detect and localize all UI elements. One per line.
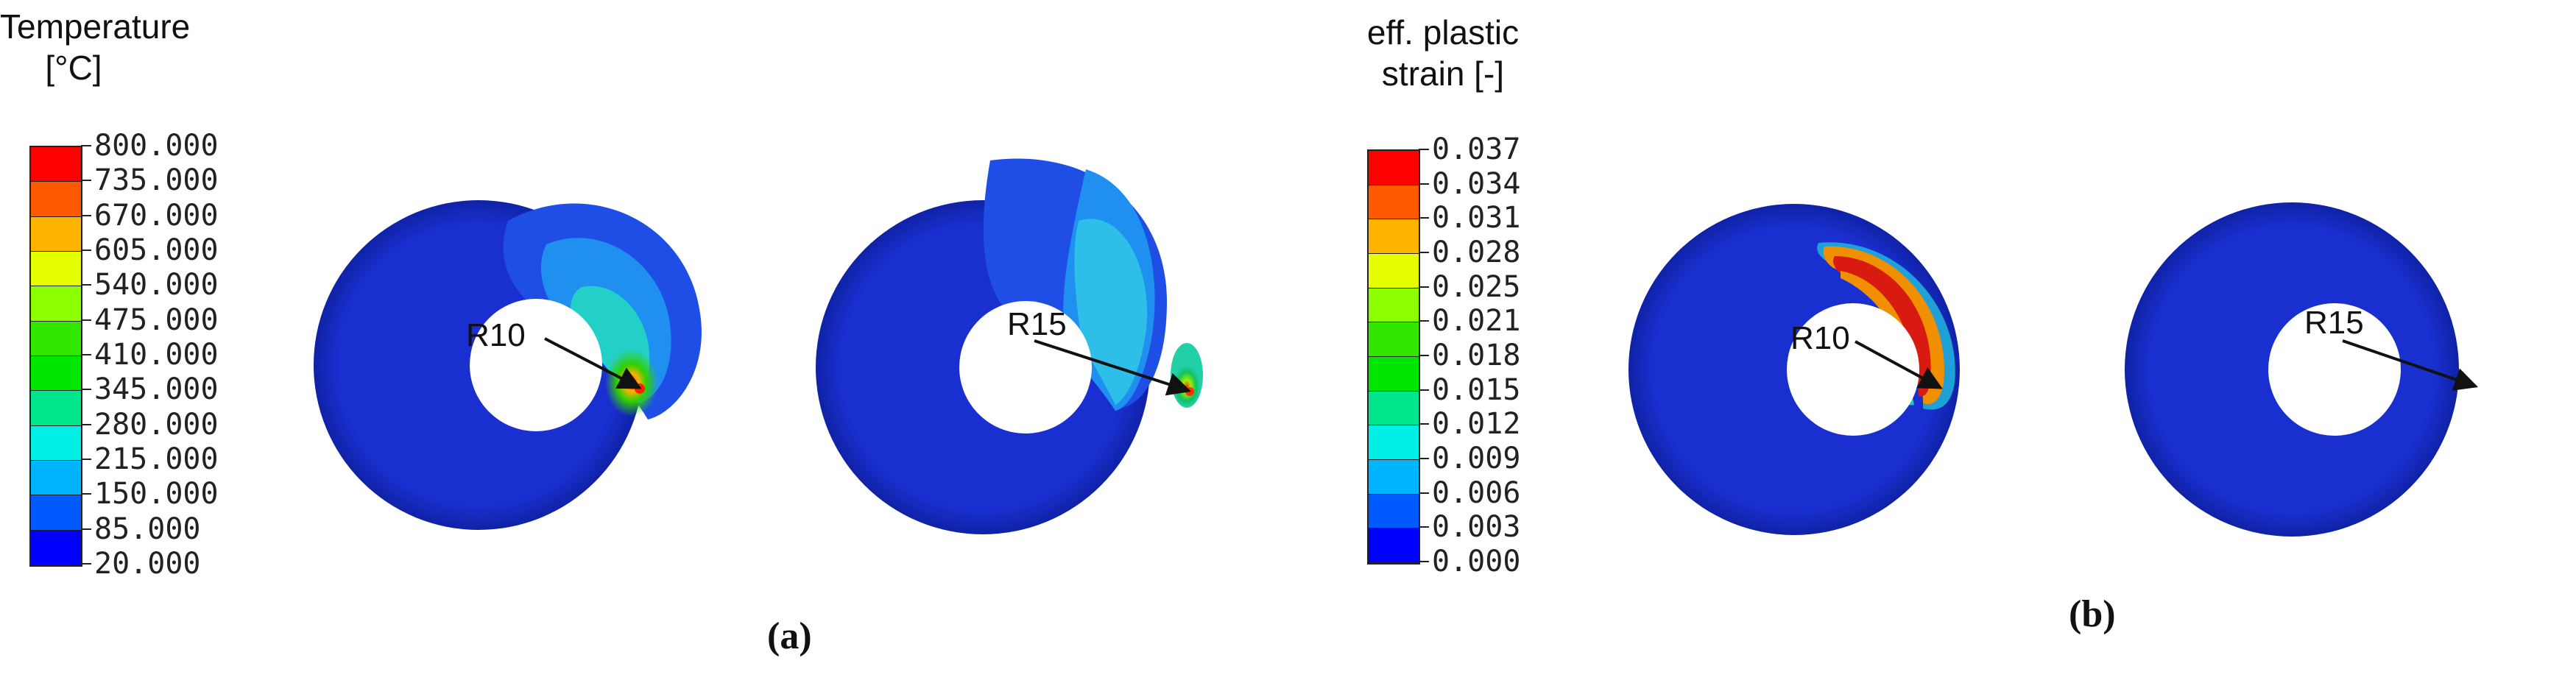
legend-swatch [1369, 185, 1419, 220]
legend-swatch [1369, 425, 1419, 460]
tick-label: 670.000 [94, 198, 219, 233]
radius-label: R15 [1007, 306, 1067, 342]
tick-label: 605.000 [94, 233, 219, 267]
legend-swatch [31, 286, 81, 322]
disk-a-r10: R10 [314, 200, 702, 530]
tick-mark [1419, 355, 1429, 356]
legend-swatch [31, 461, 81, 496]
tick-mark [1419, 492, 1429, 494]
legend-swatch [31, 530, 81, 565]
color-scale-bar [1367, 149, 1420, 565]
tick-label: 0.018 [1432, 339, 1521, 372]
tick-label: 0.021 [1432, 304, 1521, 339]
tick-label: 280.000 [94, 407, 219, 442]
legend-swatch [1369, 357, 1419, 392]
radius-arrow [2342, 339, 2479, 391]
tick-mark [1419, 252, 1429, 253]
legend-swatch [1369, 322, 1419, 357]
tick-mark [81, 284, 91, 286]
legend-swatch [1369, 460, 1419, 495]
legend-swatch [31, 182, 81, 217]
tick-mark [81, 493, 91, 495]
tick-mark [81, 180, 91, 182]
tick-label: 0.034 [1432, 166, 1521, 201]
tick-mark [81, 319, 91, 321]
panel-label-a: (a) [767, 615, 812, 657]
radius-arrow [1034, 339, 1192, 396]
tick-label: 475.000 [94, 302, 219, 337]
tick-label: 540.000 [94, 268, 219, 302]
tick-label: 735.000 [94, 163, 219, 198]
tick-label: 150.000 [94, 477, 219, 512]
tick-mark [1419, 526, 1429, 528]
color-scale-bar [29, 146, 82, 567]
tick-label: 0.012 [1432, 407, 1521, 442]
tick-mark [81, 563, 91, 565]
legend-swatch [1369, 391, 1419, 426]
legend-swatch [1369, 254, 1419, 289]
tick-mark [1419, 183, 1429, 185]
tick-mark [1419, 389, 1429, 391]
tick-label: 0.009 [1432, 442, 1521, 475]
legend-swatch [31, 147, 81, 183]
legend-swatch [1369, 151, 1419, 185]
tick-mark [81, 354, 91, 355]
legend-swatch [31, 495, 81, 531]
tick-mark [1419, 561, 1429, 562]
tick-mark [1419, 423, 1429, 425]
tick-label: 410.000 [94, 338, 219, 372]
tick-mark [81, 145, 91, 146]
panel-label-b: (b) [2069, 593, 2116, 635]
tick-label: 215.000 [94, 442, 219, 476]
tick-label: 0.000 [1432, 545, 1521, 578]
disk-hole [1787, 303, 1919, 436]
tick-mark [81, 459, 91, 460]
tick-label: 0.025 [1432, 269, 1521, 304]
legend-swatch [31, 425, 81, 461]
legend-swatch [1369, 219, 1419, 254]
disk-hole [470, 299, 602, 431]
tick-mark [81, 250, 91, 251]
legend-swatch [1369, 528, 1419, 563]
tick-mark [1419, 149, 1429, 150]
tick-label: 0.006 [1432, 475, 1521, 510]
tick-label: 0.003 [1432, 510, 1521, 545]
radius-label: R10 [1790, 320, 1850, 356]
tick-mark [81, 528, 91, 530]
tick-mark [1419, 217, 1429, 219]
tick-label: 85.000 [94, 512, 201, 546]
tick-mark [1419, 286, 1429, 288]
tick-label: 0.037 [1432, 132, 1521, 166]
tick-label: 345.000 [94, 372, 219, 407]
legend-swatch [31, 252, 81, 287]
legend-swatch [1369, 494, 1419, 529]
legend-swatch [31, 356, 81, 392]
tick-mark [81, 214, 91, 216]
disk-hole [959, 301, 1092, 433]
radius-arrow [1855, 340, 1943, 389]
legend-swatch [31, 321, 81, 356]
tick-label: 0.031 [1432, 201, 1521, 236]
tick-label: 20.000 [94, 547, 201, 581]
tick-label: 0.028 [1432, 236, 1521, 269]
tick-mark [81, 423, 91, 425]
tick-mark [1419, 320, 1429, 322]
legend-swatch [31, 391, 81, 426]
tick-label: 800.000 [94, 129, 219, 163]
legend-swatch [1369, 288, 1419, 323]
disk-a-r15: R15 [816, 158, 1203, 534]
radius-label: R15 [2304, 305, 2364, 341]
legend-title: eff. plastic strain [-] [1366, 13, 1520, 93]
disk-b-r10: R10 [1628, 204, 1960, 535]
radius-label: R10 [466, 317, 526, 353]
tick-mark [1419, 458, 1429, 459]
tick-label: 0.015 [1432, 372, 1521, 407]
tick-mark [81, 389, 91, 391]
disk-hole [2268, 303, 2401, 436]
disk-b-r15: R15 [2125, 202, 2479, 537]
radius-arrow [544, 337, 642, 389]
legend-swatch [31, 216, 81, 252]
